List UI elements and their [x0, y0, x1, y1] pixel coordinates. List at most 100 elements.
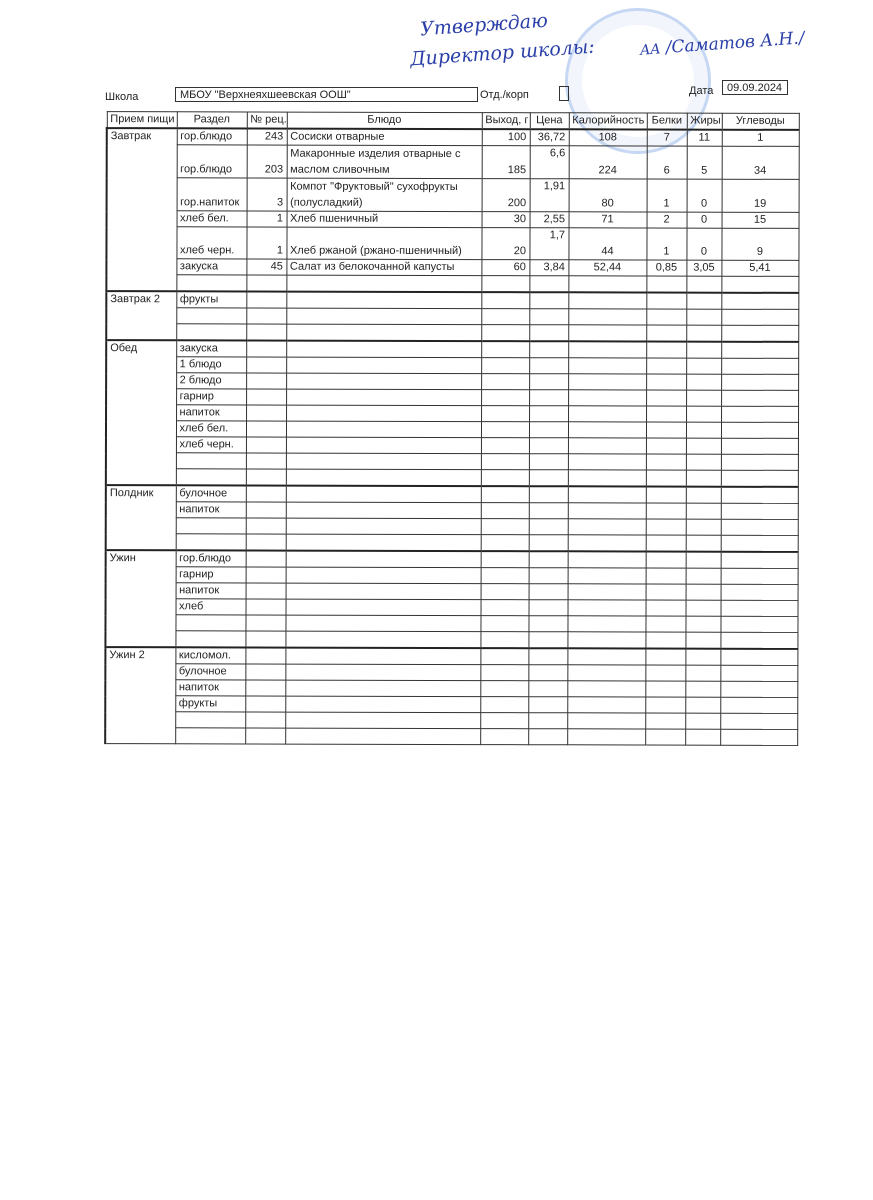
section-cell: гор.блюдо [175, 550, 246, 567]
recipe-number-cell [246, 307, 287, 325]
carbs-cell: 9 [721, 228, 799, 261]
section-cell: 2 блюдо [176, 372, 247, 389]
fat-cell [685, 584, 721, 601]
table-row: напиток [106, 404, 799, 423]
carbs-cell [720, 713, 798, 730]
calories-cell [567, 437, 646, 455]
recipe-number-cell: 45 [246, 258, 287, 276]
carbs-cell [720, 486, 798, 504]
fat-cell [685, 438, 721, 455]
table-row [106, 517, 798, 536]
recipe-number-cell [245, 550, 286, 568]
table-row: булочное [105, 663, 798, 682]
recipe-number-cell [245, 436, 286, 454]
table-row: гор.напиток 3 Компот "Фруктовый" сухофрукт… [107, 177, 799, 213]
protein-cell [645, 697, 686, 714]
table-row [106, 468, 798, 487]
dish-name-cell [285, 469, 481, 487]
carbs-cell [721, 292, 799, 310]
yield-cell [481, 275, 530, 293]
protein-cell [645, 632, 686, 649]
recipe-number-cell [246, 291, 287, 309]
yield-cell [480, 567, 529, 584]
calories-cell [567, 680, 646, 698]
meal-name: Завтрак [106, 128, 177, 292]
dish-name-cell [285, 599, 481, 616]
price-cell [528, 551, 568, 568]
calories-cell: 108 [568, 129, 647, 147]
calories-cell [567, 486, 646, 504]
calories-cell [567, 502, 646, 520]
yield-cell [481, 324, 530, 342]
section-cell: фрукты [175, 695, 246, 712]
recipe-number-cell [245, 598, 286, 616]
carbs-cell [720, 519, 798, 536]
fat-cell [686, 390, 722, 407]
section-cell: напиток [175, 501, 246, 518]
price-cell [528, 615, 568, 632]
calories-cell [567, 631, 646, 649]
dish-name-cell: Хлеб пшеничный [286, 211, 482, 228]
calories-cell [567, 728, 646, 746]
price-cell: 3,84 [529, 259, 569, 276]
recipe-number-cell [245, 485, 286, 503]
protein-cell [645, 438, 686, 455]
recipe-number-cell [246, 372, 287, 390]
carbs-cell [720, 681, 798, 698]
fat-cell [685, 486, 721, 504]
table-row [106, 452, 798, 471]
section-cell [175, 517, 246, 534]
protein-cell [646, 358, 687, 375]
recipe-number-cell [246, 388, 287, 406]
fat-cell [685, 600, 721, 617]
calories-cell: 52,44 [568, 259, 647, 277]
carbs-cell [720, 454, 798, 471]
protein-cell [645, 551, 686, 569]
section-cell: хлеб [175, 598, 246, 615]
fat-cell: 0 [686, 228, 722, 261]
carbs-cell [720, 600, 798, 617]
carbs-cell [721, 325, 799, 342]
price-cell [529, 292, 569, 309]
dish-name-cell [286, 340, 482, 358]
fat-cell [685, 665, 721, 682]
carbs-cell [721, 276, 799, 293]
yield-cell [480, 453, 529, 470]
calories-cell [568, 341, 647, 359]
price-cell: 36,72 [529, 129, 569, 146]
carbs-cell [720, 551, 798, 569]
price-cell [528, 534, 568, 552]
recipe-number-cell [246, 323, 287, 341]
yield-cell [480, 583, 529, 600]
protein-cell [645, 600, 686, 617]
yield-cell: 20 [481, 227, 530, 260]
fat-cell [685, 519, 721, 536]
protein-cell: 1 [646, 179, 687, 213]
section-cell [176, 307, 247, 324]
table-row: Ужин гор.блюдо [105, 550, 798, 648]
calories-cell [567, 599, 646, 617]
dish-name-cell [285, 664, 481, 681]
dish-name-cell [286, 405, 482, 422]
school-field: МБОУ "Верхнеяхшеевская ООШ" [175, 87, 478, 102]
section-cell: закуска [176, 340, 247, 357]
dish-name-cell [285, 550, 481, 568]
fat-cell [685, 681, 721, 698]
dish-name-cell [285, 615, 481, 632]
protein-cell: 0,85 [646, 260, 687, 277]
recipe-number-cell [246, 274, 287, 292]
calories-cell [568, 292, 647, 310]
protein-cell [645, 665, 686, 682]
recipe-number-cell [245, 614, 286, 632]
carbs-cell [720, 616, 798, 633]
fat-cell [686, 325, 722, 342]
fat-cell [686, 406, 722, 423]
yield-cell [480, 437, 529, 454]
table-row [106, 274, 799, 293]
carbs-cell: 19 [721, 179, 799, 213]
fat-cell: 5 [686, 146, 722, 180]
calories-cell: 224 [568, 145, 647, 180]
carbs-cell [721, 390, 799, 407]
table-row: хлеб бел. 1 Хлеб пшеничный 30 2,55 71 2 0 15 [107, 210, 799, 229]
section-cell: гарнир [176, 388, 247, 405]
